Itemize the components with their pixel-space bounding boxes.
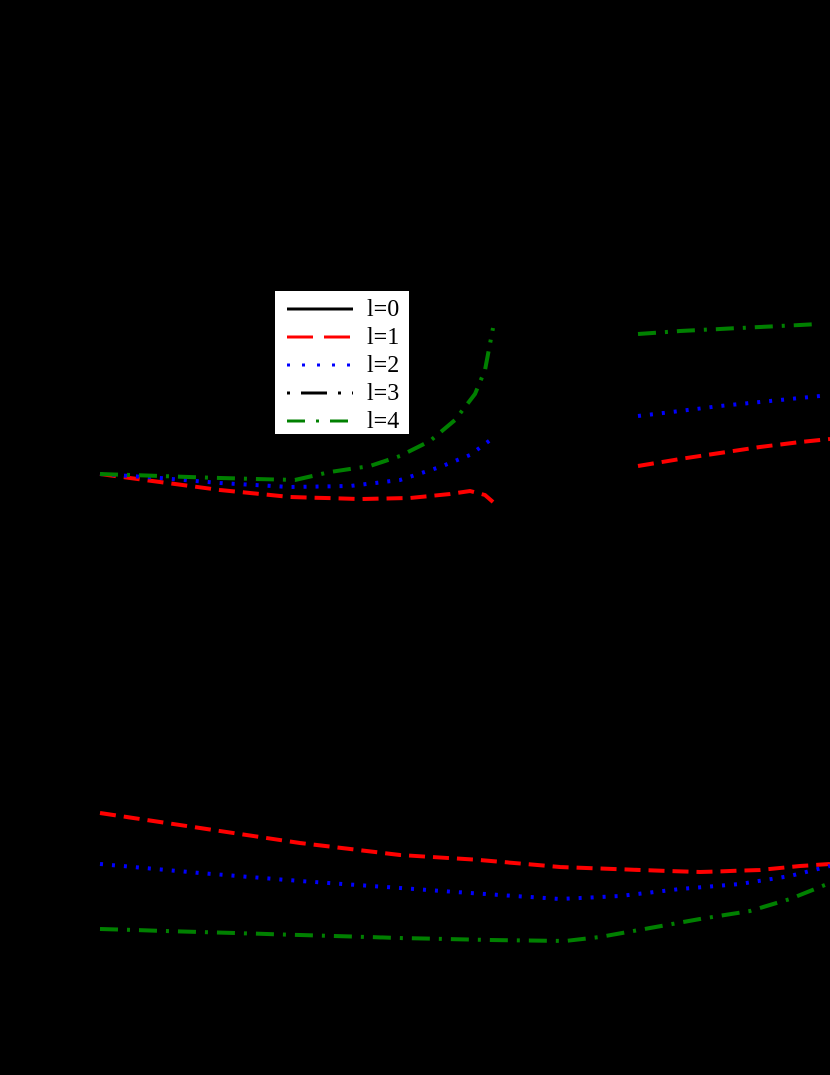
legend-entry-l2: l=2: [275, 351, 411, 379]
legend: l=0 l=1 l=2 l=3 l=4: [274, 290, 410, 435]
legend-label: l=1: [367, 324, 400, 350]
series-line-l1: [99, 811, 830, 875]
legend-swatch-solid-icon: [287, 307, 353, 311]
legend-label: l=3: [367, 380, 400, 406]
legend-label: l=4: [367, 408, 400, 434]
legend-swatch-dashdot-icon: [287, 391, 353, 395]
series-line-l4: [637, 322, 821, 336]
series-line-l4: [99, 881, 830, 944]
series-line-l4: [99, 327, 495, 483]
series-line-l2: [99, 862, 830, 902]
legend-entry-l4: l=4: [275, 407, 411, 435]
legend-entry-l1: l=1: [275, 323, 411, 351]
legend-swatch-dashdot-icon: [287, 419, 353, 423]
upper-panel: [99, 322, 830, 504]
legend-swatch-dashed-icon: [287, 335, 353, 339]
legend-swatch-dotted-icon: [287, 363, 353, 367]
series-line-l1: [637, 437, 830, 468]
legend-label: l=2: [367, 352, 400, 378]
legend-label: l=0: [367, 296, 400, 322]
series-line-l2: [637, 394, 821, 418]
legend-entry-l3: l=3: [275, 379, 411, 407]
lower-panel: [99, 811, 830, 944]
legend-entry-l0: l=0: [275, 295, 411, 323]
